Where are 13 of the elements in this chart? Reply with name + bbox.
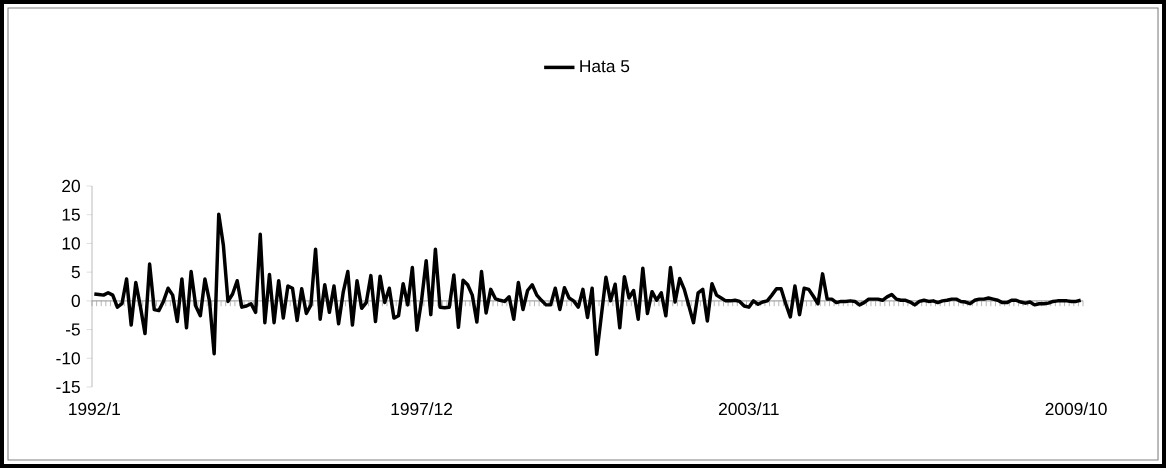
legend-label: Hata 5	[580, 60, 630, 73]
y-tick-label: -5	[65, 323, 80, 336]
y-tick-label: 0	[71, 294, 80, 307]
x-tick-label: 1992/1	[69, 402, 120, 416]
x-tick-label: 2003/11	[719, 402, 779, 416]
y-tick-label: 20	[62, 179, 80, 193]
y-tick-label: 15	[62, 208, 80, 221]
x-tick-label: 2009/10	[1045, 402, 1107, 416]
x-tick-label: 1997/12	[391, 402, 453, 416]
y-tick-label: 10	[62, 237, 80, 250]
y-tick-label: -10	[56, 352, 80, 365]
y-tick-label: 5	[71, 266, 80, 279]
y-tick-label: -15	[56, 380, 80, 394]
